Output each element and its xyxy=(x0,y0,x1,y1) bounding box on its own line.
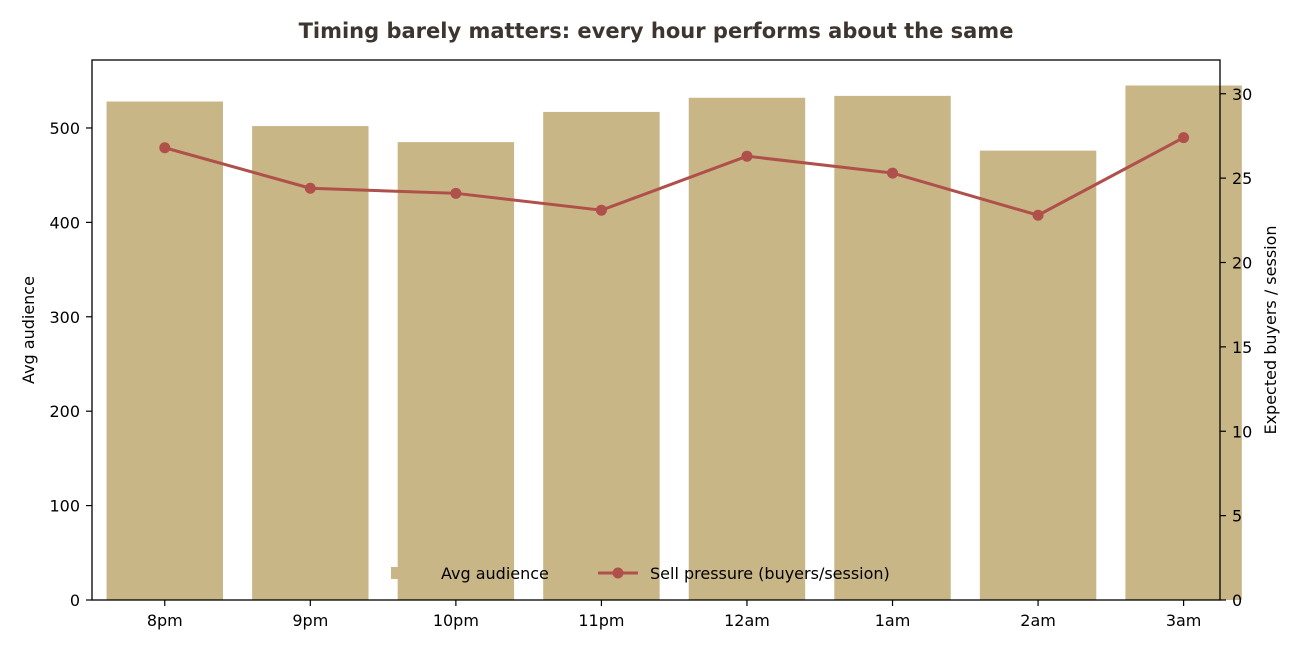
bar-3am xyxy=(1125,85,1242,601)
y-left-tick-label: 300 xyxy=(49,308,80,327)
x-tick-label: 2am xyxy=(1020,611,1056,630)
x-axis: 8pm 9pm 10pm 11pm 12am 1am 2am 3am xyxy=(147,600,1202,630)
sell-pressure-line xyxy=(164,136,1185,217)
y-left-tick-label: 500 xyxy=(49,119,80,138)
plot-frame xyxy=(91,59,1221,601)
y-left-tick-label: 0 xyxy=(70,591,80,610)
line-point-3am xyxy=(1178,132,1190,144)
bar-9pm xyxy=(252,126,369,600)
line-point-10pm xyxy=(450,187,462,199)
x-tick-label: 9pm xyxy=(292,611,328,630)
line-point-1am xyxy=(887,167,899,179)
y-right-tick-label: 25 xyxy=(1232,169,1252,188)
y-right-tick-label: 5 xyxy=(1232,507,1242,526)
y-right-tick-label: 30 xyxy=(1232,85,1252,104)
legend-label-bars: Avg audience xyxy=(441,564,549,583)
y-right-tick-label: 20 xyxy=(1232,254,1252,273)
line-point-8pm xyxy=(159,142,171,154)
y-left-tick-label: 100 xyxy=(49,497,80,516)
y-right-tick-label: 0 xyxy=(1232,591,1242,610)
line-point-2am xyxy=(1032,209,1044,221)
y-axis-left-title: Avg audience xyxy=(19,276,38,384)
bar-8pm xyxy=(106,101,223,601)
bars-layer xyxy=(106,85,1242,601)
bar-2am xyxy=(979,150,1097,600)
y-left-tick-label: 400 xyxy=(49,213,80,232)
y-axis-left: 0 100 200 300 400 500 xyxy=(49,119,92,610)
x-tick-label: 10pm xyxy=(433,611,479,630)
bar-1am xyxy=(834,95,951,601)
x-tick-label: 3am xyxy=(1166,611,1202,630)
bar-10pm xyxy=(397,142,515,600)
y-axis-right-title: Expected buyers / session xyxy=(1261,225,1280,434)
y-right-tick-label: 15 xyxy=(1232,338,1252,357)
y-left-tick-label: 200 xyxy=(49,402,80,421)
x-tick-label: 8pm xyxy=(147,611,183,630)
x-tick-label: 11pm xyxy=(578,611,624,630)
line-point-11pm xyxy=(595,204,607,216)
legend-label-line: Sell pressure (buyers/session) xyxy=(650,564,890,583)
legend-bar-swatch xyxy=(391,567,407,579)
chart-title: Timing barely matters: every hour perfor… xyxy=(299,19,1014,43)
bar-11pm xyxy=(543,111,660,600)
x-tick-label: 1am xyxy=(875,611,911,630)
legend: Avg audience Sell pressure (buyers/sessi… xyxy=(391,564,890,583)
bar-12am xyxy=(688,97,806,600)
x-tick-label: 12am xyxy=(724,611,770,630)
y-right-tick-label: 10 xyxy=(1232,422,1252,441)
line-layer xyxy=(159,132,1190,221)
legend-line-marker xyxy=(612,567,624,579)
y-axis-right: 0 5 10 15 20 25 30 xyxy=(1220,85,1252,610)
line-point-12am xyxy=(741,150,753,162)
line-point-9pm xyxy=(304,182,316,194)
